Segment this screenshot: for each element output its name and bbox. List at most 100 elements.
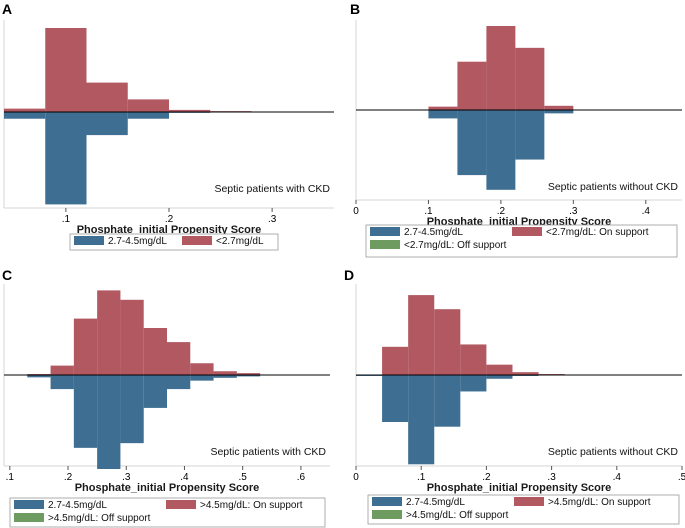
bar-upper xyxy=(512,372,539,375)
bar-lower xyxy=(4,112,46,119)
panel-a: A .1 .2 .3 Septic patients with CKD Phosphate… xyxy=(2,1,334,251)
bar-upper xyxy=(4,108,46,112)
bar-upper xyxy=(127,99,169,112)
x-tick-label: 0 xyxy=(353,206,359,217)
bar-upper xyxy=(86,82,128,112)
x-tick-label: .2 xyxy=(165,214,174,225)
legend-label: 2.7-4.5mg/dL xyxy=(108,236,167,247)
bar-lower xyxy=(45,112,87,205)
bar-upper xyxy=(486,364,513,375)
legend-label: >4.5mg/dL: Off support xyxy=(48,513,151,524)
bar-upper xyxy=(460,344,487,375)
bar-lower xyxy=(73,375,98,448)
bar-upper xyxy=(382,346,409,375)
x-tick-label: .3 xyxy=(122,472,131,483)
bar-lower xyxy=(27,375,51,378)
legend-swatch xyxy=(512,227,542,236)
bar-upper xyxy=(544,105,574,110)
x-tick-label: .2 xyxy=(64,472,73,483)
x-tick-label: .6 xyxy=(297,472,306,483)
legend-swatch xyxy=(372,497,402,506)
bar-lower xyxy=(428,110,458,119)
bar-lower xyxy=(97,375,121,469)
panel-annotation: Septic patients without CKD xyxy=(548,446,679,458)
legend-swatch xyxy=(166,500,196,509)
legend-swatch xyxy=(14,500,44,509)
x-tick-label: .2 xyxy=(482,472,491,483)
panel-annotation: Septic patients with CKD xyxy=(214,183,330,195)
x-axis-title: Phosphate_initial Propensity Score xyxy=(427,482,612,494)
x-tick-label: .4 xyxy=(180,472,189,483)
panel-c: C .1 .2 .3 .4 .5 .6 Septic patients with CKD Pho… xyxy=(2,267,330,528)
legend: 2.7-4.5mg/dL >4.5mg/dL: On support >4.5mg/… xyxy=(9,497,326,528)
x-tick-label: .2 xyxy=(497,206,506,217)
bar-lower xyxy=(486,110,516,190)
bar-lower xyxy=(460,375,487,392)
bar-upper xyxy=(50,365,74,375)
legend: 2.7-4.5mg/dL >4.5mg/dL: On support >4.5mg/… xyxy=(367,494,680,525)
bar-upper xyxy=(45,28,87,112)
panel-d: D 0 .1 .2 .3 .4 .5 Septic patients without CKD P… xyxy=(344,267,685,525)
legend-label: <2.7mg/dL xyxy=(216,236,264,247)
bar-lower xyxy=(434,375,461,427)
bar-lower xyxy=(382,375,409,422)
x-axis-title: Phosphate_initial Propensity Score xyxy=(75,482,260,494)
x-tick-label: .1 xyxy=(62,214,71,225)
x-tick-label: .5 xyxy=(678,472,685,483)
bar-lower xyxy=(143,375,167,408)
bar-upper xyxy=(428,106,458,110)
bar-upper xyxy=(167,342,191,375)
legend-swatch xyxy=(514,497,544,506)
bar-lower xyxy=(120,375,144,444)
x-tick-label: .1 xyxy=(6,472,15,483)
legend-swatch xyxy=(182,236,212,245)
bar-upper xyxy=(236,373,261,375)
legend-label: <2.7mg/dL: Off support xyxy=(404,240,507,251)
bar-upper xyxy=(457,61,487,110)
bar-lower xyxy=(190,375,214,381)
bar-upper xyxy=(486,26,516,110)
panel-letter: B xyxy=(350,1,360,17)
bar-lower xyxy=(486,375,513,379)
x-tick-label: 0 xyxy=(353,472,359,483)
legend-label: >4.5mg/dL: On support xyxy=(548,497,651,508)
bar-lower xyxy=(544,110,574,114)
bar-upper xyxy=(408,295,435,375)
bar-lower xyxy=(236,375,261,377)
panel-letter: D xyxy=(344,267,354,283)
legend-swatch xyxy=(372,510,402,519)
bar-lower xyxy=(213,375,237,378)
bar-upper xyxy=(190,363,214,375)
x-tick-label: .1 xyxy=(417,472,426,483)
x-tick-label: .3 xyxy=(569,206,578,217)
legend-label: >4.5mg/dL: Off support xyxy=(406,510,509,521)
panel-annotation: Septic patients with CKD xyxy=(210,446,326,458)
bar-lower xyxy=(167,375,191,390)
x-axis-title: Phosphate_initial Propensity Score xyxy=(77,224,262,236)
legend-swatch xyxy=(370,240,400,249)
bar-lower xyxy=(127,112,169,119)
bar-upper xyxy=(434,309,461,375)
legend-label: 2.7-4.5mg/dL xyxy=(404,227,463,238)
legend-swatch xyxy=(370,227,400,236)
bar-upper xyxy=(73,318,98,375)
panel-letter: A xyxy=(2,1,12,17)
x-tick-label: .5 xyxy=(239,472,248,483)
legend-label: >4.5mg/dL: On support xyxy=(200,500,303,511)
bar-lower xyxy=(86,112,128,136)
legend-swatch xyxy=(14,513,44,522)
legend-label: 2.7-4.5mg/dL xyxy=(406,497,465,508)
x-tick-label: .4 xyxy=(613,472,622,483)
bar-upper xyxy=(143,328,167,375)
bar-upper xyxy=(213,371,237,375)
panel-letter: C xyxy=(2,267,12,283)
legend-label: <2.7mg/dL: On support xyxy=(546,227,649,238)
legend-box xyxy=(69,233,279,251)
bar-upper xyxy=(97,290,121,375)
x-tick-label: .3 xyxy=(268,214,277,225)
x-tick-label: .3 xyxy=(547,472,556,483)
bar-lower xyxy=(457,110,487,176)
panel-annotation: Septic patients without CKD xyxy=(548,181,679,193)
